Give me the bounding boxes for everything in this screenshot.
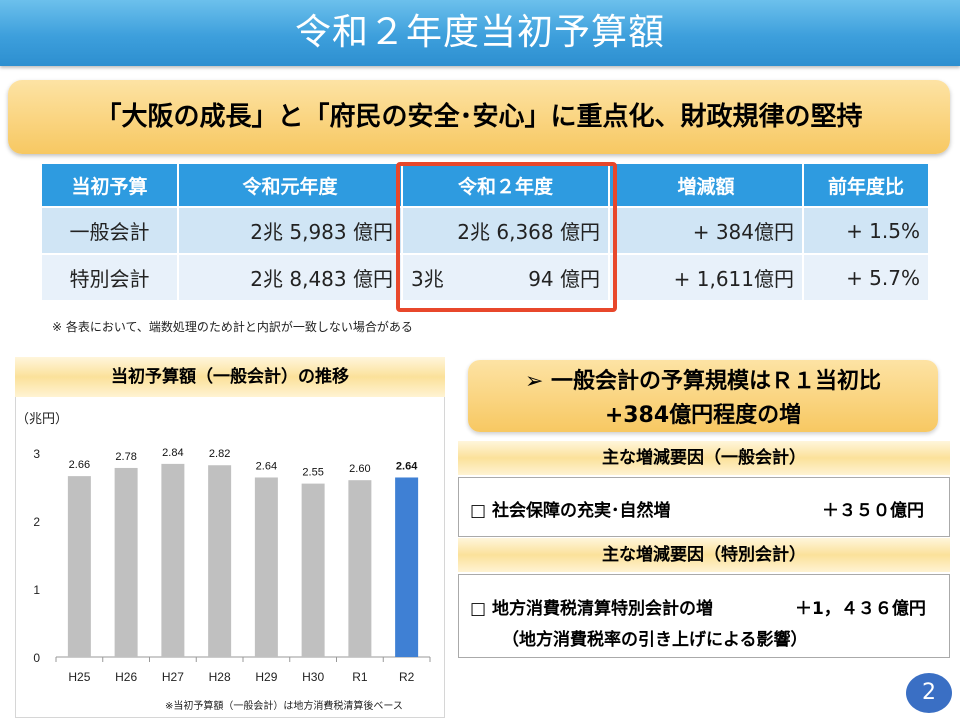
data-label: 2.66 — [69, 459, 90, 471]
data-label: 2.60 — [349, 463, 370, 475]
key-point-line2: +384億円程度の増 — [604, 403, 802, 428]
bar-H26 — [114, 467, 138, 657]
key-point-line1: ➢ 一般会計の予算規模はＲ１当初比 — [468, 363, 938, 395]
bullet-arrow-icon: ➢ — [524, 369, 544, 394]
row-label: 特別会計 — [42, 255, 177, 300]
data-label: 2.84 — [162, 447, 183, 459]
cell-r2: 3兆 94 億円 — [403, 255, 608, 300]
page-title: 令和２年度当初予算額 — [294, 12, 665, 53]
section-header-general — [458, 441, 950, 475]
data-label: 2.55 — [302, 467, 323, 479]
key-point-box — [468, 360, 938, 432]
cell-diff: + 384億円 — [610, 208, 802, 253]
x-tick-label: H29 — [255, 670, 277, 684]
factor-amount-special: ＋1，４３６億円 — [795, 599, 926, 619]
factor-text: 社会保障の充実･自然増 — [491, 501, 671, 521]
row-label: 一般会計 — [42, 208, 177, 253]
table-header-row: 当初予算 令和元年度 令和２年度 増減額 前年度比 — [42, 164, 928, 206]
title-bar — [0, 0, 960, 66]
data-label: 2.64 — [396, 460, 418, 472]
x-tick-label: H27 — [162, 670, 184, 684]
header-cell: 令和２年度 — [403, 164, 608, 206]
factor-item-special: □ 地方消費税清算特別会計の増 — [470, 594, 713, 619]
factor-box-special — [458, 574, 950, 658]
cell-ratio: + 5.7% — [804, 255, 928, 300]
cell-diff: + 1,611億円 — [610, 255, 802, 300]
bar-chart: 0 1 2 3 2.66 H25 2.78 H26 2.84 H27 2.82 H28 2.64 H29 2… — [33, 447, 431, 684]
x-tick-label: R1 — [352, 670, 368, 684]
chart-title: 当初予算額（一般会計）の推移 — [111, 367, 349, 387]
bar-H25 — [67, 476, 91, 657]
data-label: 2.78 — [115, 451, 136, 463]
cell-r2-oku: 94 億円 — [528, 267, 600, 291]
bar-H29 — [254, 477, 278, 657]
cell-r1: 2兆 8,483 億円 — [179, 255, 401, 300]
bar-H30 — [301, 483, 325, 657]
cell-r2-trillion: 3兆 — [411, 267, 444, 291]
checkbox-icon: □ — [470, 599, 487, 619]
checkbox-icon: □ — [470, 501, 487, 521]
header-cell: 令和元年度 — [179, 164, 401, 206]
section-title-special: 主な増減要因（特別会計） — [602, 545, 806, 565]
factor-box-general — [458, 477, 950, 537]
data-label: 2.82 — [209, 448, 230, 460]
x-tick-label: R2 — [399, 670, 415, 684]
cell-ratio: + 1.5% — [804, 208, 928, 253]
bar-H28 — [208, 465, 232, 657]
chart-note: ※当初予算額（一般会計）は地方消費税清算後ベース — [165, 701, 403, 712]
bar-R2 — [395, 477, 419, 657]
factor-amount-general: ＋３５０億円 — [822, 501, 924, 521]
chart-header — [15, 357, 445, 397]
r2-highlight-frame — [396, 162, 617, 312]
x-tick-label: H30 — [302, 670, 324, 684]
section-title-general: 主な増減要因（一般会計） — [602, 448, 806, 468]
table-row: 特別会計 2兆 8,483 億円 3兆 94 億円 + 1,611億円 + 5.7… — [42, 255, 928, 300]
section-header-special — [458, 538, 950, 572]
header-cell: 増減額 — [610, 164, 802, 206]
table-row: 一般会計 2兆 5,983 億円 2兆 6,368 億円 + 384億円 + 1… — [42, 208, 928, 253]
data-label: 2.64 — [256, 460, 277, 472]
factor-item-general: □ 社会保障の充実･自然増 — [470, 496, 670, 521]
y-tick-label: 1 — [33, 583, 40, 597]
headline-banner — [8, 80, 950, 154]
y-tick-label: 3 — [33, 447, 40, 461]
header-cell: 前年度比 — [804, 164, 928, 206]
headline-text: 「大阪の成長」と「府民の安全･安心」に重点化、財政規律の堅持 — [95, 102, 863, 132]
y-tick-label: 2 — [33, 515, 40, 529]
x-tick-label: H25 — [68, 670, 90, 684]
cell-r2: 2兆 6,368 億円 — [403, 208, 608, 253]
x-tick-label: H26 — [115, 670, 137, 684]
page-number: 2 — [906, 673, 952, 713]
factor-sub-special: （地方消費税率の引き上げによる影響） — [502, 630, 808, 650]
x-tick-label: H28 — [209, 670, 231, 684]
cell-r1: 2兆 5,983 億円 — [179, 208, 401, 253]
factor-text: 地方消費税清算特別会計の増 — [491, 599, 713, 619]
header-cell: 当初予算 — [42, 164, 177, 206]
chart-y-unit: （兆円） — [16, 412, 69, 427]
bar-R1 — [348, 480, 372, 657]
budget-table: 当初予算 令和元年度 令和２年度 増減額 前年度比 一般会計 2兆 5,983 … — [40, 162, 930, 302]
table-note: ※ 各表において、端数処理のため計と内訳が一致しない場合がある — [52, 320, 413, 334]
bar-H27 — [161, 463, 185, 657]
key-point-text: 一般会計の予算規模はＲ１当初比 — [551, 369, 882, 394]
y-tick-label: 0 — [33, 651, 40, 665]
